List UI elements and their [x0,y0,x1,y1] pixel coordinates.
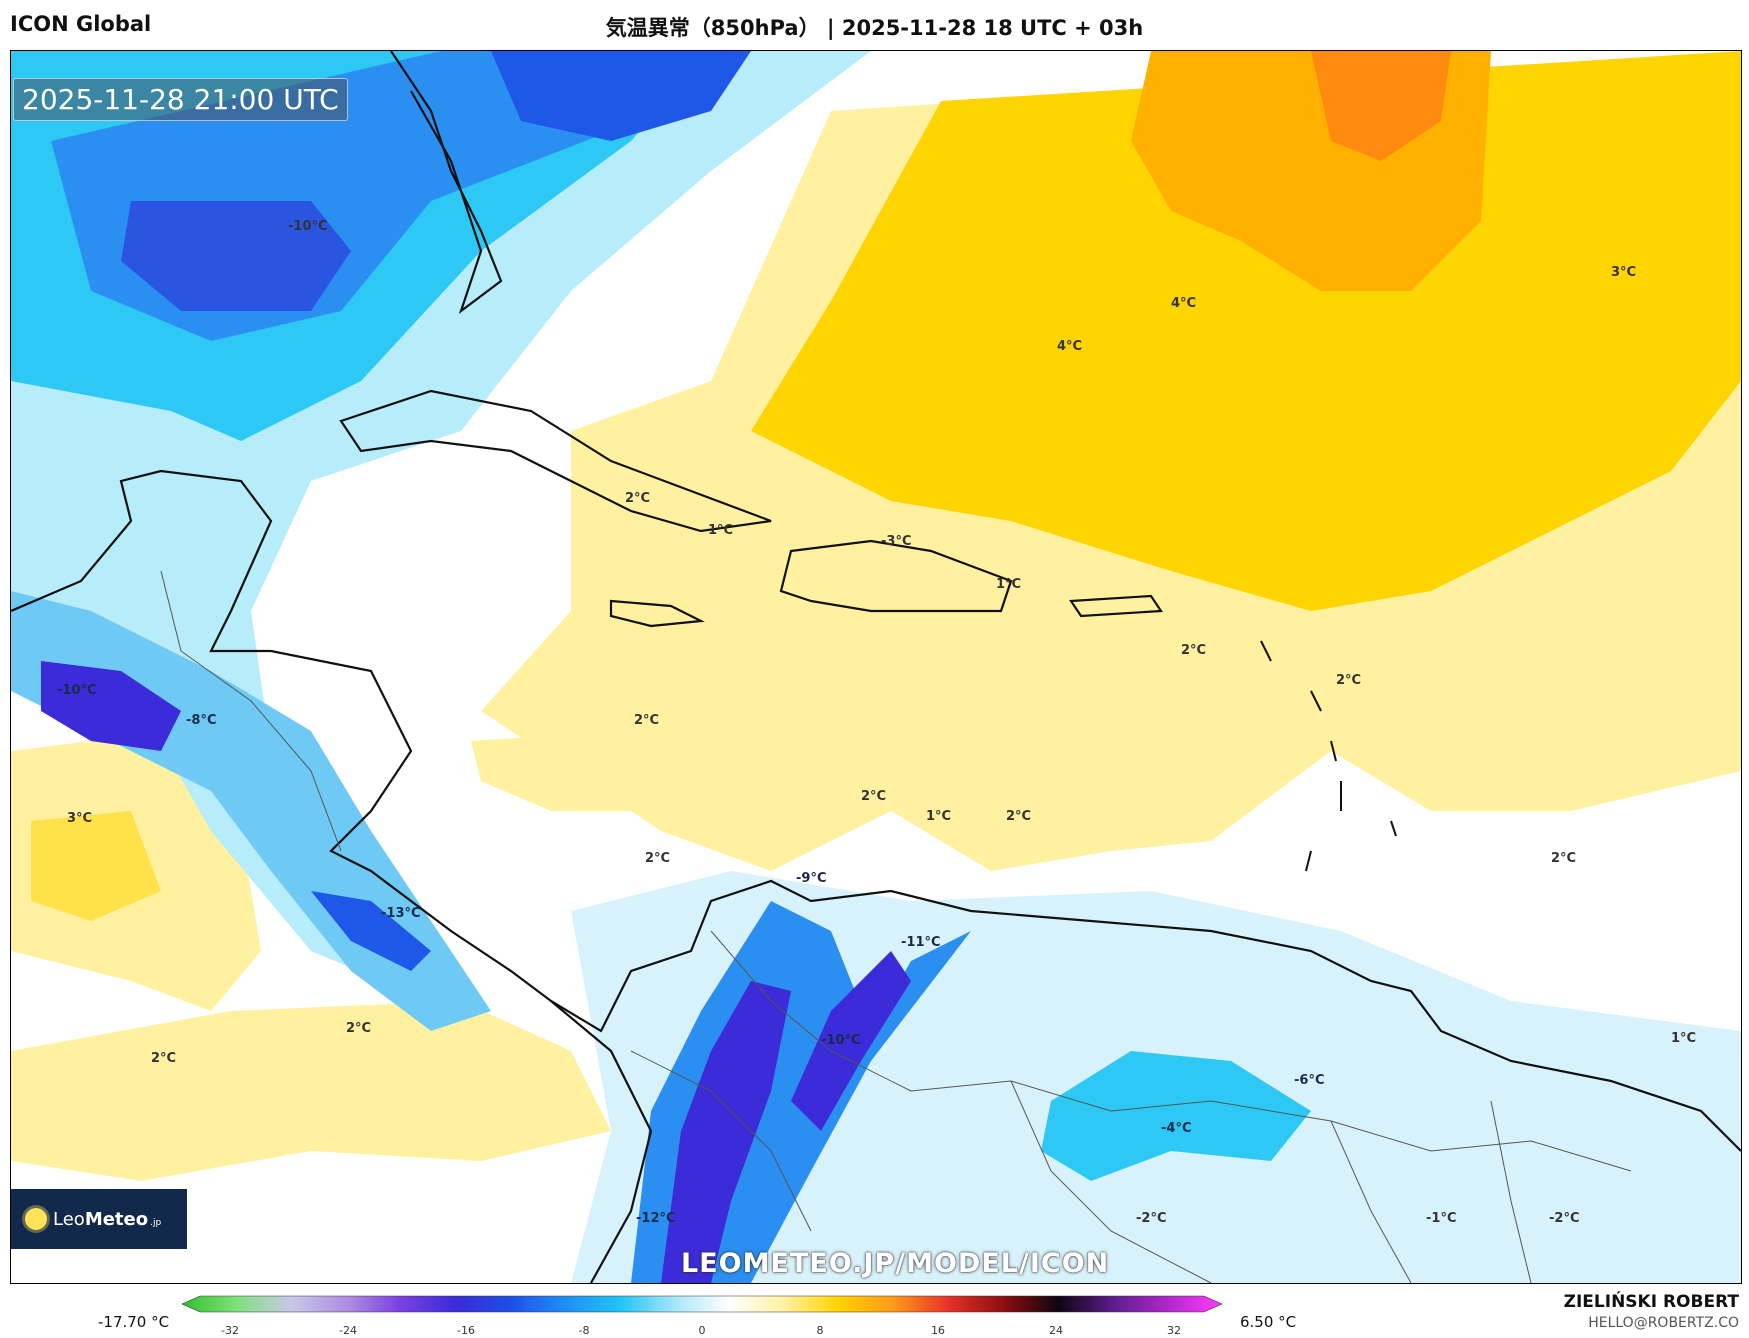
legend-max-label: 6.50 °C [1240,1313,1297,1331]
scale-tick: -24 [339,1324,357,1337]
contour-label: 3°C [1611,265,1637,280]
warm-deep-orange [1311,51,1451,161]
contour-label: -10°C [821,1033,861,1048]
contour-label: -3°C [881,534,912,549]
cold-andes-core-2 [791,951,911,1131]
contour-label: 2°C [346,1021,372,1036]
contour-label: 1°C [1671,1031,1697,1046]
header: ICON Global 気温異常（850hPa） | 2025-11-28 18… [0,0,1749,50]
contour-label: -2°C [1136,1211,1167,1226]
logo-text-bold: Meteo [84,1208,149,1230]
scale-tick: 8 [816,1324,824,1337]
contour-label: -10°C [57,683,97,698]
color-scale-bar [181,1295,1223,1313]
contour-label: 4°C [1171,296,1197,311]
warm-yellow-region [751,51,1741,611]
cold-deep-region [121,201,351,311]
contour-label: 2°C [634,713,660,728]
scale-tick: 24 [1049,1324,1063,1337]
scale-tick: -8 [578,1324,590,1337]
author-name: ZIELIŃSKI ROBERT [1563,1292,1739,1312]
contour-label: -11°C [901,935,941,950]
contour-label: -12°C [636,1211,676,1226]
warm-south-region [11,1001,611,1181]
contour-label: 2°C [1551,851,1577,866]
contour-label: 1°C [708,523,734,538]
contour-label: 1°C [996,577,1022,592]
contour-label: 1°C [926,809,952,824]
cold-andes-core [661,981,791,1283]
logo-text-small: .jp [150,1218,162,1228]
scale-tick: -32 [221,1324,239,1337]
watermark-url: LEOMETEO.JP/MODEL/ICON [681,1248,1110,1279]
warm-sw-region-2 [31,811,161,921]
cold-costarica-core [311,891,431,971]
contour-label: 2°C [151,1051,177,1066]
contour-label: -6°C [1294,1073,1325,1088]
islands [1260,640,1397,872]
contour-label: -4°C [1161,1121,1192,1136]
coastlines [11,51,1741,1283]
legend-min-label: -17.70 °C [98,1313,170,1331]
cold-guatemala-core [41,661,181,751]
color-scale [181,1295,1223,1313]
model-name: ICON Global [10,12,152,36]
sun-icon [25,1208,47,1230]
leometeo-logo[interactable]: Leo Meteo .jp [11,1189,187,1249]
scale-tick: 16 [931,1324,945,1337]
contour-label: -2°C [1549,1211,1580,1226]
contour-label: -1°C [1426,1211,1457,1226]
scale-tick: 0 [698,1324,706,1337]
cold-deep-region-2 [491,51,751,141]
map-title: 気温異常（850hPa） | 2025-11-28 18 UTC + 03h [605,16,1144,40]
contour-label: -10°C [288,219,328,234]
author-contact[interactable]: HELLO@ROBERTZ.CO [1588,1315,1739,1331]
contour-label: 2°C [861,789,887,804]
valid-time: 2025-11-28 21:00 UTC [13,78,348,121]
contour-label: 2°C [1336,673,1362,688]
map-canvas [11,51,1741,1283]
warm-sea-band [471,721,831,811]
contour-label: 2°C [625,491,651,506]
contour-label: -8°C [186,713,217,728]
contour-label: 4°C [1057,339,1083,354]
cold-venezuela [1041,1051,1311,1181]
contour-label: 2°C [1181,643,1207,658]
scale-tick: -16 [457,1324,475,1337]
footer: -17.70 °C -32 -24 -16 -8 0 8 16 24 32 6.… [0,1282,1749,1338]
contour-label: -9°C [796,871,827,886]
logo-text-light: Leo [53,1208,85,1230]
scale-tick: 32 [1167,1324,1181,1337]
contour-label: 2°C [1006,809,1032,824]
borders [160,570,1632,1283]
contour-label: -13°C [381,906,421,921]
weather-map[interactable]: 2025-11-28 21:00 UTC -10°C 4°C 4°C 3°C 2… [10,50,1742,1284]
contour-label: 3°C [67,811,93,826]
contour-label: 2°C [645,851,671,866]
